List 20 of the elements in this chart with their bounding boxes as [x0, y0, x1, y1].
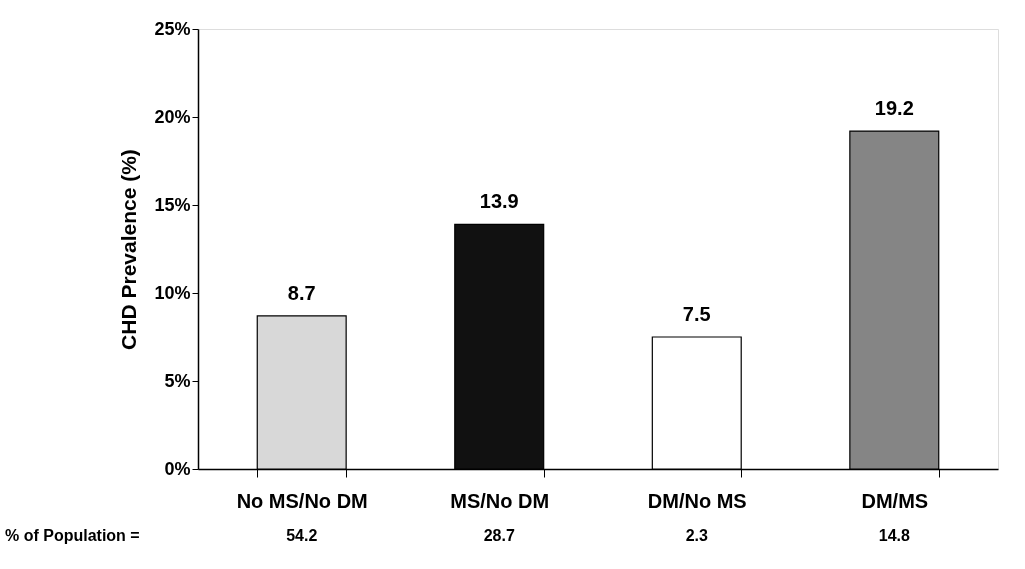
x-tick-label: DM/MS — [861, 489, 929, 512]
y-tick-label: 20% — [154, 106, 191, 127]
x-tick-label: DM/No MS — [647, 489, 747, 512]
y-tick-label: 25% — [154, 18, 191, 39]
y-tick-label: 10% — [154, 282, 191, 303]
y-tick-label: 15% — [154, 194, 191, 215]
x-tick-label: No MS/No DM — [236, 489, 368, 512]
text: 14.8 — [878, 527, 910, 544]
data-label: 7.5 — [682, 303, 711, 325]
text: 54.2 — [286, 527, 318, 544]
y-tick-label: 0% — [164, 458, 191, 479]
data-label: 13.9 — [479, 190, 519, 213]
data-label: 8.7 — [287, 281, 316, 304]
y-axis-title: CHD Prevalence (%) — [117, 149, 141, 350]
data-label: 19.2 — [874, 97, 914, 120]
y-tick-label: 5% — [164, 370, 191, 391]
text: 2.3 — [685, 527, 708, 544]
text: % of Population = — [5, 527, 140, 544]
x-tick-label: MS/No DM — [450, 489, 550, 512]
text: 28.7 — [483, 527, 515, 544]
